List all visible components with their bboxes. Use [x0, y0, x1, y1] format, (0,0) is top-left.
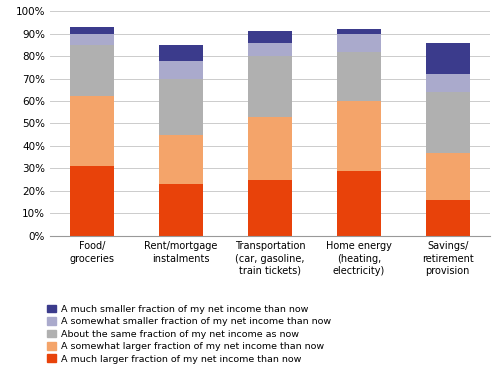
Bar	[336, 29, 381, 34]
Bar	[159, 79, 204, 135]
Bar	[70, 34, 114, 45]
Bar	[159, 45, 204, 61]
Legend: A much smaller fraction of my net income than now, A somewhat smaller fraction o: A much smaller fraction of my net income…	[44, 303, 333, 365]
Bar	[159, 184, 204, 236]
Bar	[336, 171, 381, 236]
Bar	[159, 61, 204, 79]
Bar	[336, 101, 381, 171]
Bar	[426, 43, 470, 74]
Bar	[426, 74, 470, 92]
Bar	[336, 34, 381, 52]
Bar	[70, 96, 114, 166]
Bar	[70, 166, 114, 236]
Bar	[70, 27, 114, 34]
Bar	[248, 117, 292, 180]
Bar	[248, 31, 292, 43]
Bar	[426, 153, 470, 200]
Bar	[248, 180, 292, 236]
Bar	[248, 43, 292, 56]
Bar	[70, 45, 114, 96]
Bar	[336, 52, 381, 101]
Bar	[426, 92, 470, 153]
Bar	[248, 56, 292, 117]
Bar	[159, 135, 204, 184]
Bar	[426, 200, 470, 236]
